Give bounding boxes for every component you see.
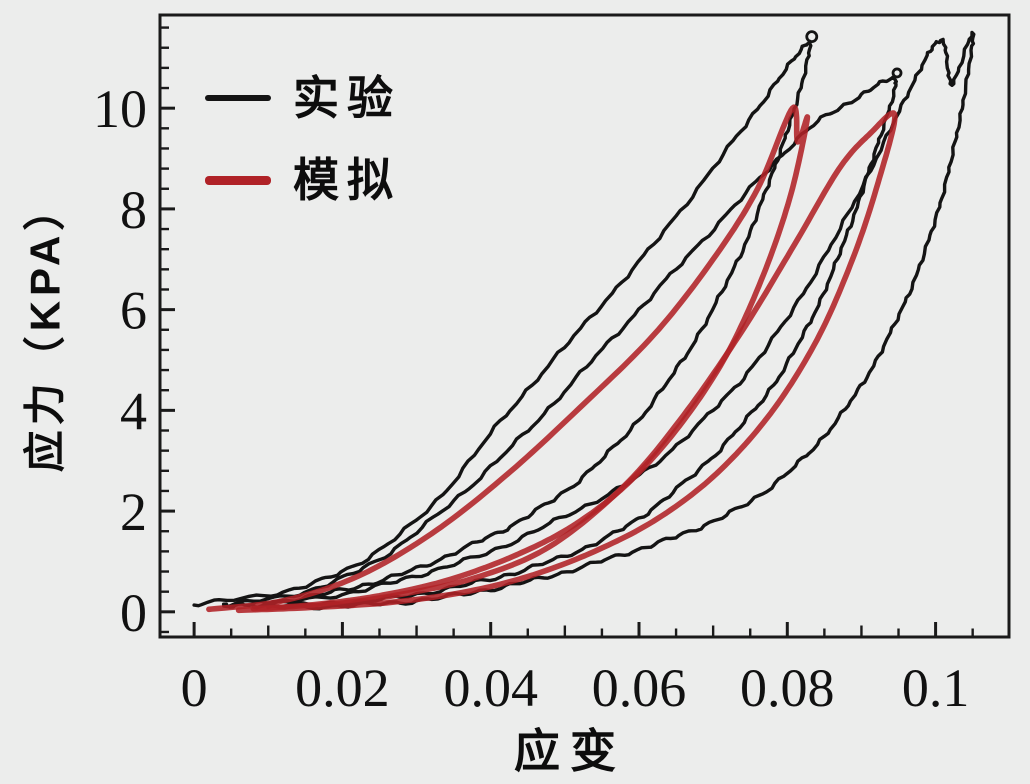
y-tick-label: 6	[120, 281, 147, 341]
peak-knot	[805, 30, 819, 44]
peak-knot	[891, 67, 903, 79]
x-tick-label: 0.04	[443, 658, 538, 718]
y-tick-label: 4	[120, 381, 147, 441]
legend-label-experiment: 实验	[293, 72, 401, 124]
legend: 实验 模拟	[205, 72, 401, 236]
simulation-line-swatch	[205, 175, 271, 185]
experiment-curve	[222, 75, 898, 610]
y-tick-label: 0	[120, 583, 147, 643]
legend-entry-simulation: 模拟	[205, 154, 401, 206]
x-axis-title: 应变	[514, 725, 626, 777]
legend-label-simulation: 模拟	[293, 154, 401, 206]
x-tick-label: 0.1	[902, 658, 970, 718]
y-tick-label: 2	[120, 482, 147, 542]
x-tick-label: 0.08	[740, 658, 835, 718]
experiment-curve	[192, 39, 813, 609]
plot-frame	[158, 13, 1011, 639]
x-tick-label: 0.02	[295, 658, 390, 718]
experiment-line-swatch	[205, 95, 271, 101]
x-tick-label: 0	[181, 658, 208, 718]
experiment-curve	[251, 30, 976, 611]
y-tick-label: 8	[120, 180, 147, 240]
x-tick-label: 0.06	[592, 658, 687, 718]
y-tick-label: 10	[93, 79, 147, 139]
simulation-curve	[206, 104, 811, 613]
legend-entry-experiment: 实验	[205, 72, 401, 124]
y-axis-title: 应力（KPA）	[21, 183, 69, 473]
simulation-curve	[235, 110, 898, 614]
